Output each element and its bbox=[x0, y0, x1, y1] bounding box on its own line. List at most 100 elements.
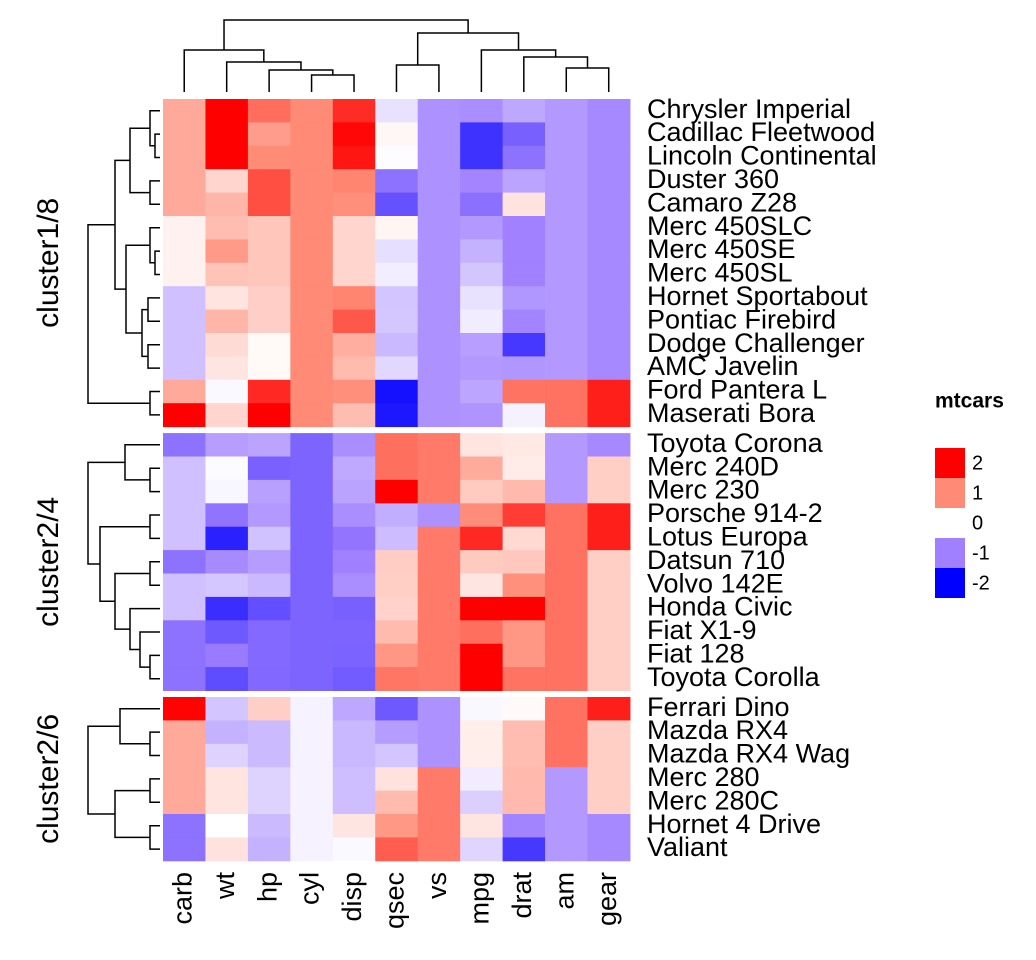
heatmap-cell bbox=[460, 503, 504, 528]
heatmap-cell bbox=[205, 503, 249, 528]
heatmap-cell bbox=[460, 99, 504, 123]
heatmap-cell bbox=[587, 145, 631, 170]
heatmap-cell bbox=[332, 573, 376, 598]
heatmap-cell bbox=[502, 767, 546, 792]
heatmap-cell bbox=[290, 145, 334, 170]
legend-key bbox=[935, 448, 965, 478]
heatmap-cell bbox=[290, 697, 334, 721]
heatmap-cell bbox=[417, 526, 461, 551]
heatmap-cell bbox=[460, 309, 504, 334]
heatmap-cell bbox=[163, 192, 206, 217]
heatmap-cell bbox=[375, 643, 419, 668]
heatmap-cell bbox=[163, 620, 206, 645]
heatmap-cell bbox=[502, 573, 546, 598]
heatmap-cell bbox=[460, 379, 504, 404]
row-label: Hornet 4 Drive bbox=[647, 809, 821, 839]
heatmap-cell bbox=[375, 550, 419, 574]
heatmap-cell bbox=[460, 697, 504, 721]
heatmap-cell bbox=[163, 526, 206, 551]
dendrogram bbox=[114, 572, 150, 630]
heatmap-cell bbox=[460, 596, 504, 621]
heatmap-cell bbox=[417, 837, 461, 862]
dendrogram bbox=[395, 64, 440, 92]
heatmap-cell bbox=[460, 814, 504, 838]
row-label: Chrysler Imperial bbox=[647, 94, 851, 124]
heatmap-cell bbox=[163, 403, 206, 428]
heatmap-cell bbox=[417, 379, 461, 404]
heatmap-cell bbox=[247, 403, 291, 428]
heatmap-cell bbox=[545, 286, 588, 311]
dendrogram bbox=[114, 159, 130, 290]
heatmap-cell bbox=[460, 479, 504, 504]
heatmap-cell bbox=[290, 333, 334, 357]
heatmap-cell bbox=[460, 216, 504, 240]
heatmap-cell bbox=[417, 216, 461, 240]
heatmap-cell bbox=[417, 99, 461, 123]
heatmap-cell bbox=[332, 169, 376, 194]
heatmap-cell bbox=[587, 479, 631, 504]
heatmap-cell bbox=[247, 526, 291, 551]
heatmap-cell bbox=[502, 790, 546, 815]
heatmap-cell bbox=[247, 503, 291, 528]
heatmap-cell bbox=[163, 837, 206, 862]
heatmap-cell bbox=[502, 379, 546, 404]
heatmap-cell bbox=[587, 456, 631, 481]
heatmap-cell bbox=[247, 573, 291, 598]
dendrogram bbox=[223, 19, 469, 50]
heatmap-cell bbox=[247, 620, 291, 645]
heatmap-cell bbox=[417, 573, 461, 598]
heatmap-cell bbox=[502, 620, 546, 645]
heatmap-cell bbox=[460, 837, 504, 862]
heatmap-cell bbox=[587, 403, 631, 428]
row-label: AMC Javelin bbox=[647, 351, 799, 381]
dendrogram bbox=[565, 67, 610, 92]
heatmap-cell bbox=[247, 169, 291, 194]
row-label: Datsun 710 bbox=[647, 545, 785, 575]
heatmap-cell bbox=[587, 99, 631, 123]
heatmap-cell bbox=[587, 814, 631, 838]
heatmap-cell bbox=[205, 620, 249, 645]
heatmap-cell bbox=[290, 192, 334, 217]
legend-label: 2 bbox=[972, 452, 983, 474]
dendrogram bbox=[147, 343, 160, 369]
heatmap-cell bbox=[247, 145, 291, 170]
dendrogram bbox=[129, 607, 160, 651]
heatmap-cell bbox=[205, 169, 249, 194]
heatmap-cell bbox=[332, 743, 376, 768]
heatmap-cell bbox=[332, 379, 376, 404]
heatmap-cell bbox=[502, 403, 546, 428]
heatmap-cell bbox=[290, 643, 334, 668]
heatmap-cell bbox=[163, 356, 206, 381]
dendrogram bbox=[149, 731, 160, 757]
row-label: Toyota Corona bbox=[647, 428, 824, 458]
heatmap-cell bbox=[163, 456, 206, 481]
heatmap-cell bbox=[502, 239, 546, 264]
heatmap-cell bbox=[417, 743, 461, 768]
heatmap-cell bbox=[545, 145, 588, 170]
heatmap-cell bbox=[247, 743, 291, 768]
heatmap-cell bbox=[290, 743, 334, 768]
column-label: vs bbox=[422, 872, 452, 899]
heatmap-cell bbox=[545, 433, 588, 457]
dendrogram bbox=[125, 244, 150, 334]
heatmap-cell bbox=[417, 456, 461, 481]
heatmap-cell bbox=[332, 99, 376, 123]
heatmap-cell bbox=[375, 790, 419, 815]
dendrogram bbox=[87, 725, 120, 815]
heatmap-cell bbox=[417, 286, 461, 311]
heatmap-cell bbox=[375, 379, 419, 404]
heatmap-cell bbox=[502, 479, 546, 504]
heatmap-cell bbox=[163, 286, 206, 311]
heatmap-cell bbox=[587, 790, 631, 815]
heatmap-cell bbox=[205, 667, 249, 691]
heatmap-cell bbox=[163, 309, 206, 334]
heatmap-cell bbox=[587, 767, 631, 792]
heatmap-cell bbox=[247, 309, 291, 334]
heatmap-cell bbox=[332, 697, 376, 721]
heatmap-cell bbox=[290, 479, 334, 504]
heatmap-cell bbox=[545, 192, 588, 217]
heatmap-cell bbox=[417, 596, 461, 621]
heatmap-cell bbox=[163, 720, 206, 745]
row-label: Fiat X1-9 bbox=[647, 615, 757, 645]
row-label: Ford Pantera L bbox=[647, 375, 827, 405]
